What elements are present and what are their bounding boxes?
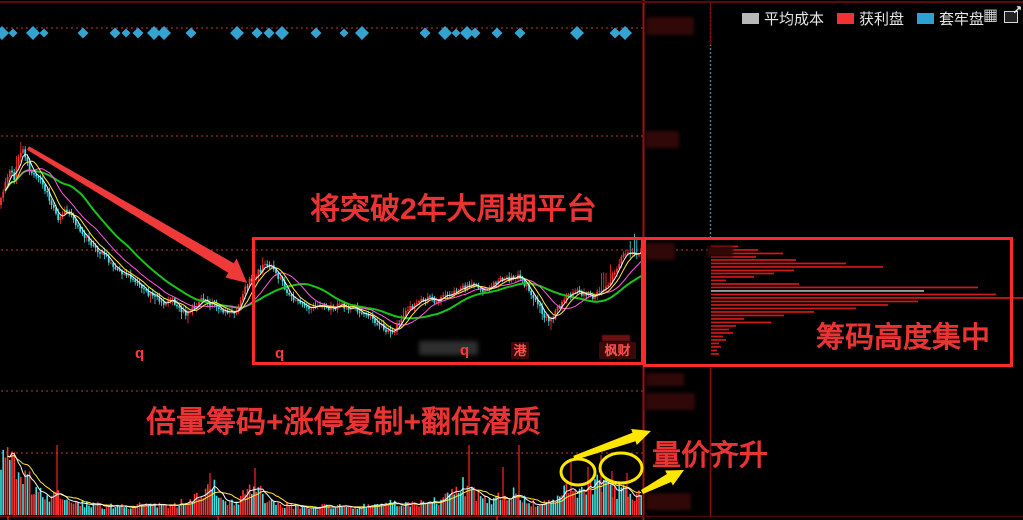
marker-q-3: q [460,342,470,359]
dotted-guide-lines [1,8,712,454]
annotation-price-volume-rise: 量价齐升 [652,440,769,472]
redacted-price-label [645,131,679,148]
export-image-icon[interactable]: ↗ [1004,3,1022,24]
legend-item-trapped-chips[interactable]: 套牢盘 [917,8,984,29]
annotation-breakout: 将突破2年大周期平台 [310,193,597,226]
export-arrow-glyph: ↗ [1012,3,1023,17]
toolbar-icons: ▦ ↗ [983,3,1022,25]
chart-grid-icon[interactable]: ▦ [983,7,999,24]
legend-label: 套牢盘 [939,11,985,28]
redacted-price-label [645,243,675,260]
highlight-rectangle-chip [643,237,1013,367]
watermark-gang: 港 [511,342,529,359]
watermark-dots [602,335,630,341]
highlight-rectangle-platform [252,237,644,365]
redacted-price-label [646,373,684,386]
legend-label: 获利盘 [859,11,905,28]
legend-label: 平均成本 [764,11,825,28]
redacted-price-label [646,493,691,510]
marker-q-1: q [135,345,145,362]
trapped-chips-swatch [917,13,935,24]
annotation-chip-concentration: 筹码高度集中 [816,322,991,354]
watermark-fengcai: 枫财 [599,342,636,359]
annotation-volume-chip: 倍量筹码+涨停复制+翻倍潜质 [146,406,542,439]
legend-item-profit-chips[interactable]: 获利盘 [837,8,904,29]
chip-distribution [711,245,1023,355]
export-image-frame [1004,11,1019,23]
volume-series [0,445,642,515]
redacted-price-label [707,246,733,257]
blurred-watermark [419,341,478,355]
redacted-price-label [645,393,695,410]
marker-q-2: q [275,345,285,362]
chip-legend: 平均成本 获利盘 套牢盘 [742,8,984,29]
diamond-markers [0,26,632,40]
top-border [0,1,1023,3]
average-cost-swatch [742,13,759,24]
legend-item-average-cost[interactable]: 平均成本 [742,8,824,29]
redacted-price-label [646,17,694,35]
average-cost-bar [711,290,924,292]
profit-chips-swatch [837,13,855,24]
